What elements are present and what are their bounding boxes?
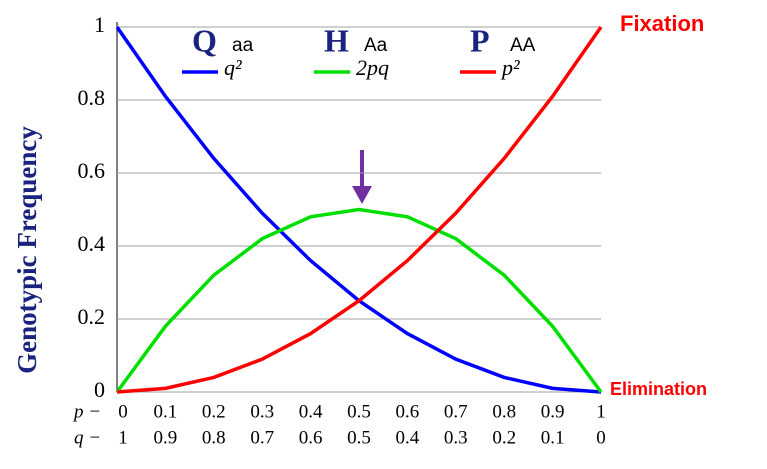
x2-tick-label: 0.8: [202, 427, 226, 448]
legend-genotype: AA: [510, 35, 536, 56]
x-tick-label: 0: [118, 401, 128, 422]
legend-letter: H: [324, 22, 349, 58]
annotation: Fixation: [620, 11, 704, 36]
x-tick-label: 0.8: [492, 401, 516, 422]
x-tick-label: 0.7: [444, 401, 468, 422]
x2-tick-label: 0.2: [492, 427, 516, 448]
x2-tick-label: 1: [118, 427, 128, 448]
annotation: Elimination: [610, 379, 707, 399]
x-tick-label: 0.6: [396, 401, 420, 422]
x-tick-label: 0.9: [541, 401, 565, 422]
y-tick-label: 0.4: [78, 231, 106, 256]
x2-tick-label: 0.3: [444, 427, 468, 448]
y-tick-label: 0.8: [78, 85, 106, 110]
legend-letter: P: [470, 22, 490, 58]
legend-label: 2pq: [356, 55, 389, 80]
x-tick-label: 1: [596, 401, 606, 422]
x-row-label: q −: [74, 427, 101, 448]
x-tick-label: 0.2: [202, 401, 226, 422]
y-tick-label: 0: [94, 377, 105, 402]
legend-letter: Q: [192, 22, 217, 58]
line: [115, 207, 603, 394]
y-tick-label: 0.6: [78, 158, 106, 183]
x2-tick-label: 0.7: [250, 427, 274, 448]
x2-tick-label: 0.4: [396, 427, 420, 448]
legend-label: p²: [500, 55, 520, 80]
x2-tick-label: 0.5: [347, 427, 371, 448]
line: [116, 25, 603, 394]
legend-genotype: Aa: [364, 35, 388, 56]
x2-tick-label: 0.6: [299, 427, 323, 448]
x2-tick-label: 0.1: [541, 427, 565, 448]
x-tick-label: 0.5: [347, 401, 371, 422]
x-tick-label: 0.4: [299, 401, 323, 422]
legend-genotype: aa: [232, 35, 254, 56]
y-tick-label: 1: [94, 12, 105, 37]
x-row-label: p −: [72, 401, 101, 422]
x2-tick-label: 0.9: [154, 427, 178, 448]
x2-tick-label: 0: [596, 427, 606, 448]
legend-label: q²: [224, 55, 242, 80]
y-axis-label: Genotypic Frequency: [12, 126, 42, 374]
arrow: [352, 150, 372, 204]
x-tick-label: 0.3: [250, 401, 274, 422]
x-tick-label: 0.1: [154, 401, 178, 422]
y-tick-label: 0.2: [78, 304, 106, 329]
